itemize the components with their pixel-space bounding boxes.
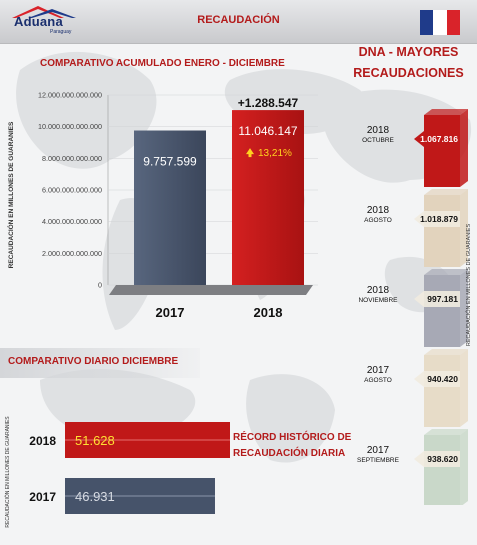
cumulative-title: COMPARATIVO ACUMULADO ENERO - DICIEMBRE [40,58,285,69]
daily-bar-highlight [65,495,215,497]
x-tick-label: 2018 [254,305,283,320]
rank-year-label: 2017 [367,365,390,376]
rank-value-tag [414,371,460,387]
rank-value-tag [414,451,460,467]
rank-month-label: AGOSTO [364,377,392,384]
cumulative-bar-chart: 0 2.000.000.000.000 4.000.000.000.000 6.000… [6,91,318,320]
growth-arrow-stem [248,153,252,158]
rank-bar-top [424,109,468,115]
rank-month-label: NOVIEMBRE [358,297,398,304]
rank-month-label: AGOSTO [364,217,392,224]
rank-bar-top [424,189,468,195]
daily-y-axis-label: RECAUDACIÓN EN MILLONES DE GUARANIES [4,416,11,528]
bar-value-label: 9.757.599 [143,155,197,169]
logo-text: Aduana [14,14,63,29]
flag-icon [420,10,460,35]
rank-bar-side [460,189,468,267]
aduana-logo [12,6,76,18]
rank-value-label: 940.420 [427,374,458,384]
rank-value-label: 997.181 [427,294,458,304]
bar-2018 [232,110,304,285]
rank-value-tag [414,291,460,307]
rank-value-tag [414,131,460,147]
chart-floor [109,285,313,295]
daily-bar-highlight [65,439,230,441]
record-annotation: RÉCORD HISTÓRICO DE RECAUDACIÓN DIARIA [233,432,352,459]
rank-bar-side [460,429,468,505]
daily-year-label: 2017 [29,490,56,504]
rank-year-label: 2018 [367,125,390,136]
rank-bar-2018-octubre [424,115,460,187]
daily-bar-chart: 51.628 2018 46.931 2017 RECAUDACIÓN EN MILL… [4,416,230,528]
header-bar: Aduana Paraguay RECAUDACIÓN [0,0,477,44]
bar-2017 [134,130,206,285]
rank-year-label: 2018 [367,285,390,296]
rank-bar-side [460,349,468,427]
y-tick-label: 2.000.000.000.000 [42,249,102,258]
rank-bar-2018-noviembre [424,275,460,347]
daily-title: COMPARATIVO DIARIO DICIEMBRE [8,356,179,367]
rank-bar-2017-agosto [424,355,460,427]
y-axis-label: RECAUDACIÓN EN MILLONES DE GUARANIES [6,121,15,268]
rank-bar-top [424,429,468,435]
page-title: RECAUDACIÓN [197,14,280,26]
daily-bar-value: 51.628 [75,433,115,448]
growth-label: 13,21% [258,148,292,159]
ranking-y-axis-label: RECAUDACIÓN EN MILLONES DE GUARANIES [465,224,472,347]
rank-bar-side [460,109,468,187]
rank-value-tag [414,211,460,227]
x-tick-label: 2017 [156,305,185,320]
rank-value-label: 1.067.816 [420,134,458,144]
y-tick-label: 12.000.000.000.000 [38,91,102,100]
rank-bar-2017-septiembre [424,435,460,505]
daily-title-panel [0,348,200,378]
daily-bar-value: 46.931 [75,489,115,504]
rank-bar-2018-agosto [424,195,460,267]
y-tick-label: 10.000.000.000.000 [38,122,102,131]
rank-month-label: OCTUBRE [362,137,394,144]
daily-year-label: 2018 [29,434,56,448]
rank-bar-top [424,269,468,275]
rank-value-label: 938.620 [427,454,458,464]
rank-bar-top [424,349,468,355]
rank-month-label: SEPTIEMBRE [357,457,400,464]
y-tick-label: 6.000.000.000.000 [42,186,102,195]
rank-value-label: 1.018.879 [420,214,458,224]
rank-bar-side [460,269,468,347]
y-tick-label: 0 [98,281,102,290]
rank-year-label: 2017 [367,445,390,456]
logo-subtext: Paraguay [50,29,72,35]
growth-arrow-icon [246,148,254,155]
y-tick-label: 8.000.000.000.000 [42,154,102,163]
y-tick-label: 4.000.000.000.000 [42,217,102,226]
top-collections-chart: 1.067.8162018OCTUBRE1.018.8792018AGOSTO9… [357,109,472,505]
ranking-title: DNA - MAYORES RECAUDACIONES [353,45,464,80]
bar-value-label: 11.046.147 [238,124,297,138]
difference-label: +1.288.547 [238,96,299,110]
rank-year-label: 2018 [367,205,390,216]
